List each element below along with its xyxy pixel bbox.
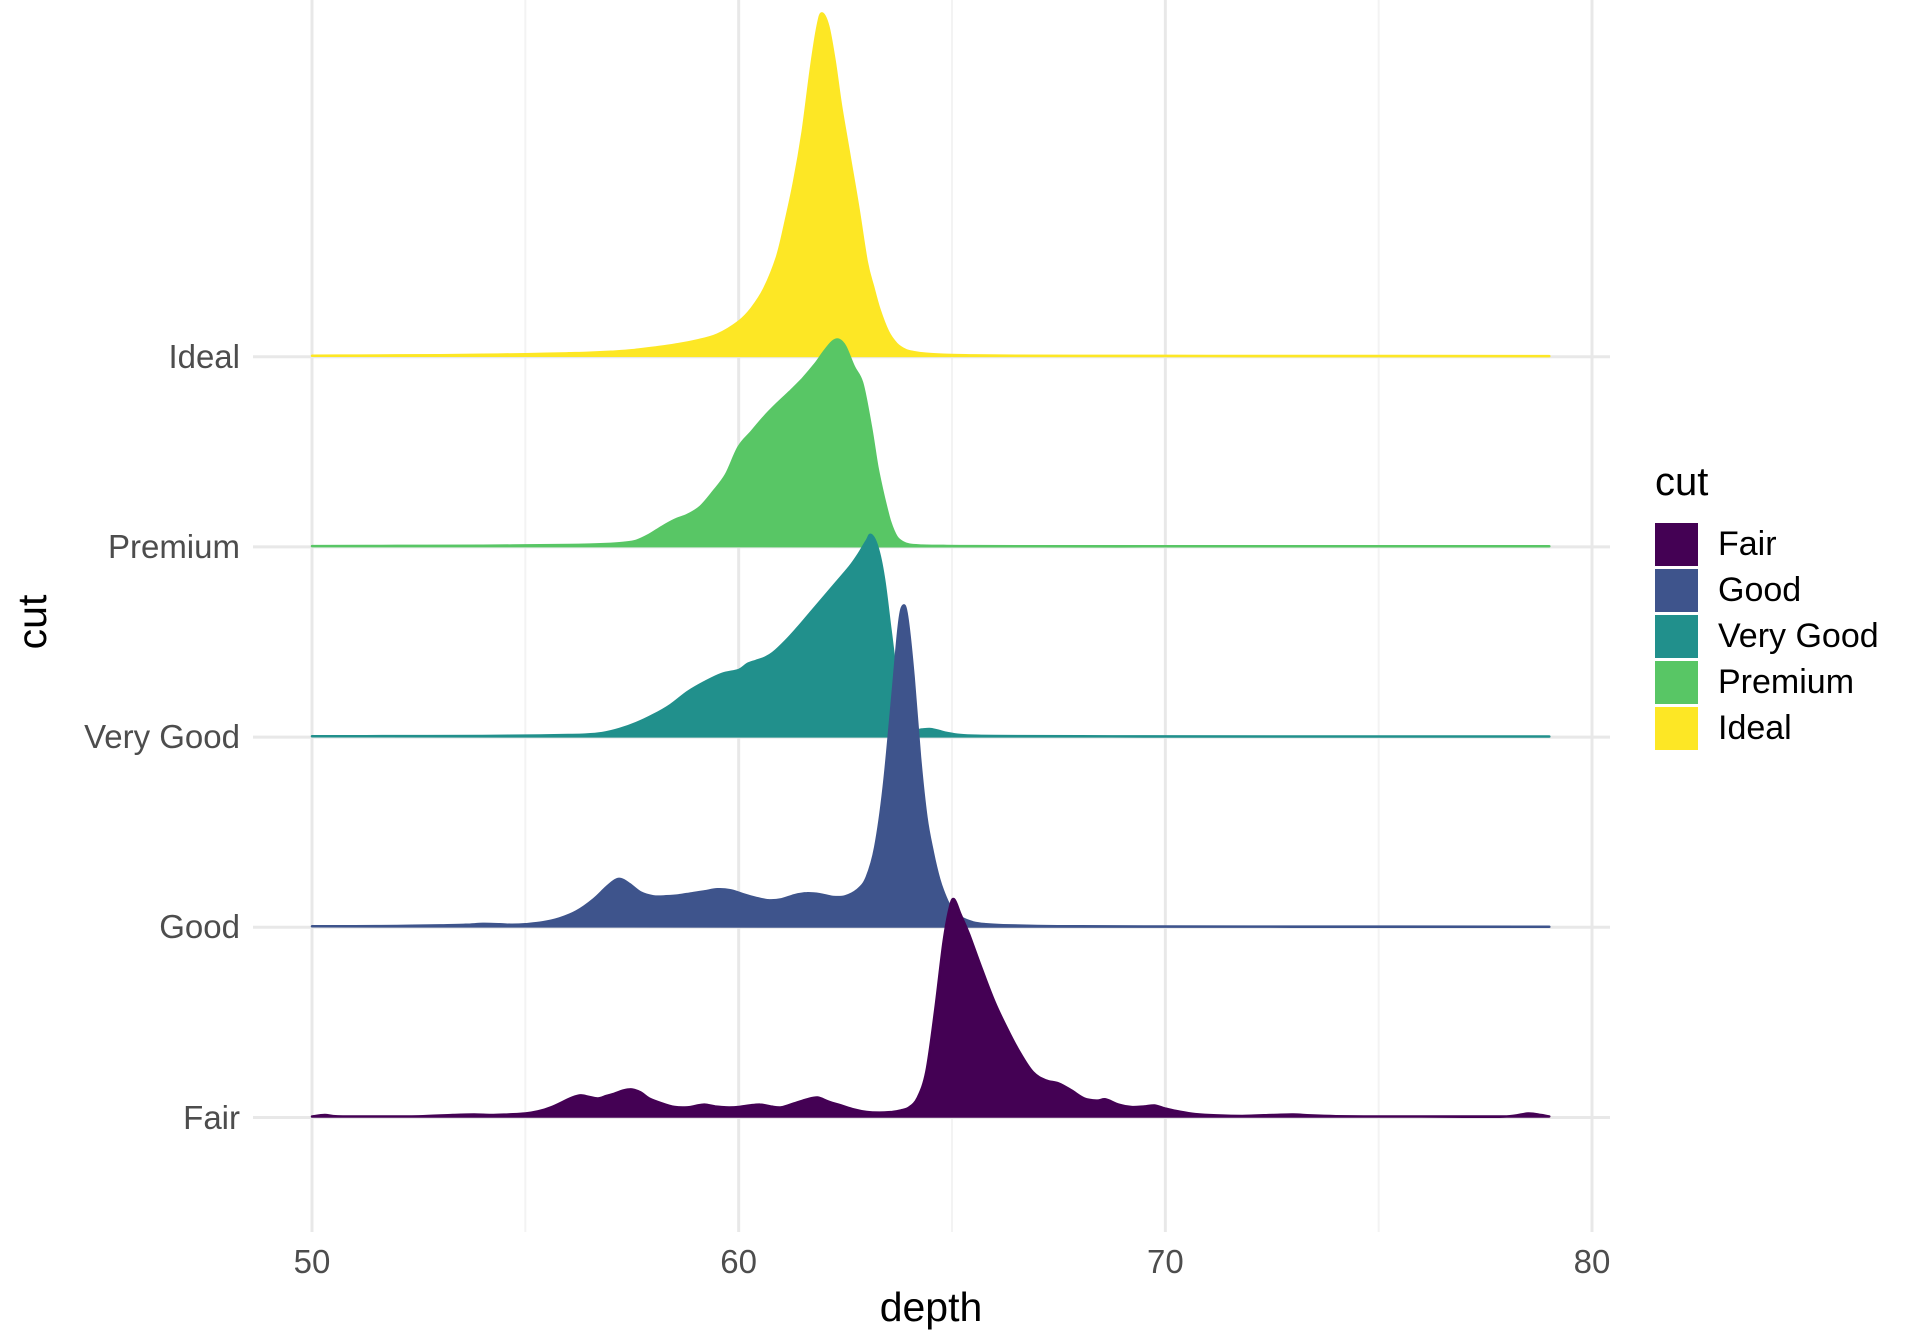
y-tick-label-very-good: Very Good xyxy=(84,718,240,756)
legend-key-swatch xyxy=(1655,707,1698,750)
legend: cut Fair Good Very Good Premium Ideal xyxy=(1655,460,1879,750)
legend-label: Premium xyxy=(1718,663,1855,701)
y-tick-label-ideal: Ideal xyxy=(168,337,240,375)
y-tick-label-good: Good xyxy=(159,908,240,946)
legend-entry-ideal: Ideal xyxy=(1655,707,1879,750)
y-tick-label-premium: Premium xyxy=(107,527,240,565)
legend-entry-fair: Fair xyxy=(1655,523,1879,566)
legend-label: Very Good xyxy=(1718,617,1879,655)
legend-entry-premium: Premium xyxy=(1655,661,1879,704)
x-tick-label-50: 50 xyxy=(293,1243,331,1280)
legend-entries: Fair Good Very Good Premium Ideal xyxy=(1655,523,1879,750)
ridge-good xyxy=(310,604,1551,928)
legend-key-swatch xyxy=(1655,661,1698,704)
x-tick-label-80: 80 xyxy=(1573,1243,1611,1280)
legend-label: Good xyxy=(1718,571,1802,609)
ridge-fair xyxy=(310,897,1551,1119)
legend-label: Fair xyxy=(1718,525,1777,563)
legend-title: cut xyxy=(1655,460,1709,504)
y-tick-label-fair: Fair xyxy=(183,1098,240,1136)
legend-label: Ideal xyxy=(1718,709,1792,747)
legend-key-swatch xyxy=(1655,615,1698,658)
legend-key-swatch xyxy=(1655,523,1698,566)
legend-key-swatch xyxy=(1655,569,1698,612)
x-tick-label-60: 60 xyxy=(720,1243,758,1280)
x-axis-title: depth xyxy=(879,1284,983,1330)
legend-entry-very-good: Very Good xyxy=(1655,615,1879,658)
ridge-ideal xyxy=(310,12,1551,358)
legend-entry-good: Good xyxy=(1655,569,1879,612)
ridge-very-good xyxy=(310,533,1551,738)
x-tick-label-70: 70 xyxy=(1146,1243,1184,1280)
ridge-premium xyxy=(310,338,1551,548)
y-axis-title: cut xyxy=(9,594,55,650)
